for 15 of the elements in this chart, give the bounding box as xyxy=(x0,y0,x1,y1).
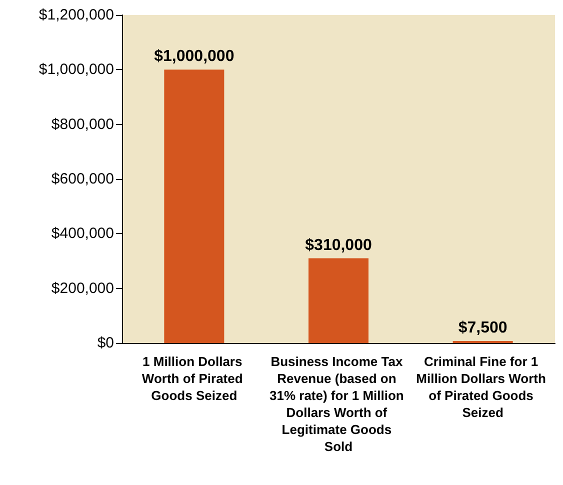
bar xyxy=(308,258,368,343)
y-tick-label: $400,000 xyxy=(51,225,114,242)
data-label: $310,000 xyxy=(305,236,372,254)
data-label: $7,500 xyxy=(458,319,508,336)
y-tick-label: $1,200,000 xyxy=(38,6,114,24)
y-tick-label: $800,000 xyxy=(51,116,114,133)
y-tick-label: $200,000 xyxy=(51,280,114,297)
bar xyxy=(164,70,224,343)
y-tick-label: $600,000 xyxy=(51,170,114,188)
x-tick-label: 1 Million Dollars Worth of Pirated Goods Seized xyxy=(142,354,246,403)
y-tick-label: $0 xyxy=(97,334,114,352)
x-tick-label: Criminal Fine for 1 Million Dollars Worth of Pirated Goods Seized xyxy=(416,354,550,420)
x-tick-label: Business Income Tax Revenue (based on 31% rate) for 1 Million Dollars Worth of Legitimate Goods Sold xyxy=(270,354,408,454)
data-label: $1,000,000 xyxy=(154,48,234,66)
y-tick-label: $1,000,000 xyxy=(38,61,114,78)
